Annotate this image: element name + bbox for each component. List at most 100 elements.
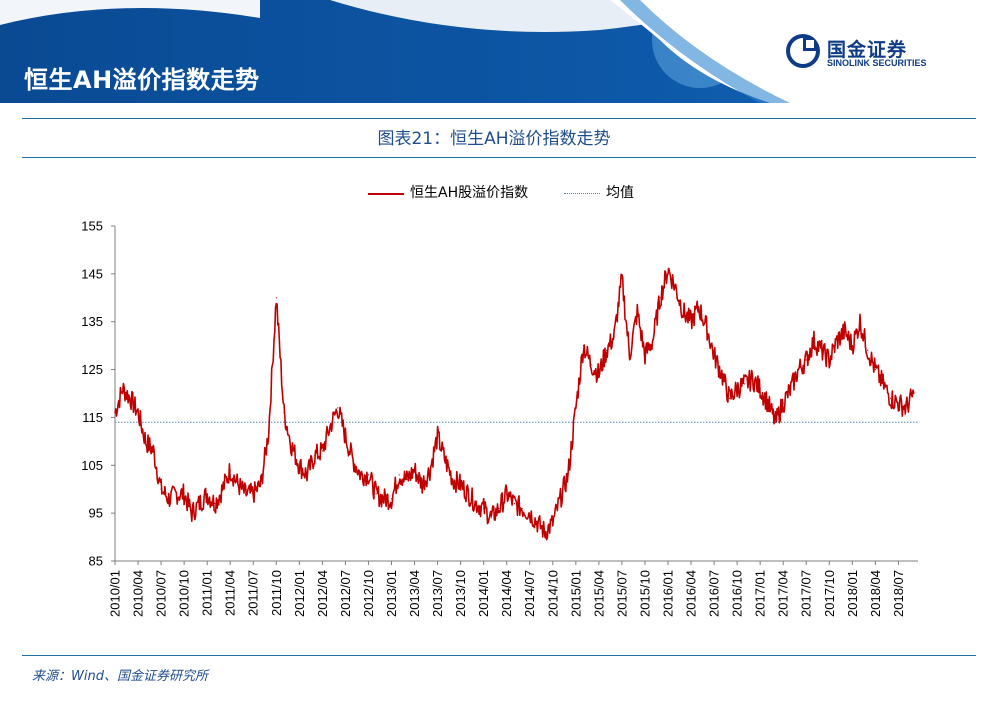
y-tick-label: 145 bbox=[81, 266, 103, 281]
data-point bbox=[467, 493, 469, 495]
data-point bbox=[160, 488, 162, 490]
data-point bbox=[252, 493, 254, 495]
data-point bbox=[513, 503, 516, 505]
data-point bbox=[483, 507, 485, 509]
data-point bbox=[813, 340, 815, 342]
data-point bbox=[375, 493, 377, 495]
x-tick-label: 2014/07 bbox=[522, 570, 537, 617]
data-point bbox=[475, 503, 477, 505]
data-point bbox=[390, 498, 393, 500]
y-tick-label: 135 bbox=[81, 314, 103, 329]
legend-mean-swatch bbox=[564, 193, 600, 194]
data-point bbox=[582, 345, 585, 347]
data-point bbox=[460, 483, 462, 485]
data-point bbox=[506, 493, 508, 495]
x-tick-label: 2017/04 bbox=[776, 570, 791, 617]
data-point bbox=[805, 359, 807, 361]
x-tick-label: 2010/10 bbox=[177, 570, 192, 617]
x-tick-label: 2015/07 bbox=[614, 570, 629, 617]
x-tick-label: 2018/01 bbox=[845, 570, 860, 617]
data-point bbox=[897, 402, 900, 404]
x-tick-label: 2010/01 bbox=[108, 570, 123, 617]
x-tick-label: 2017/07 bbox=[799, 570, 814, 617]
data-point bbox=[859, 321, 861, 323]
data-point bbox=[298, 464, 300, 466]
data-point bbox=[844, 330, 846, 332]
data-point bbox=[682, 311, 685, 313]
data-point bbox=[221, 488, 224, 490]
x-tick-label: 2011/01 bbox=[200, 570, 215, 616]
data-point bbox=[559, 498, 562, 500]
y-tick-label: 95 bbox=[89, 506, 103, 521]
data-point bbox=[851, 345, 853, 347]
logo-mark-icon bbox=[786, 34, 820, 68]
data-point bbox=[575, 407, 577, 409]
data-point bbox=[114, 412, 116, 414]
footer-rule bbox=[22, 655, 976, 656]
data-point bbox=[129, 397, 131, 399]
data-point bbox=[567, 474, 569, 476]
x-tick-label: 2012/01 bbox=[292, 570, 307, 617]
data-point bbox=[183, 493, 185, 495]
data-point bbox=[352, 459, 354, 462]
caption-top-rule bbox=[22, 118, 976, 119]
data-point bbox=[214, 503, 216, 505]
x-tick-label: 2013/07 bbox=[430, 570, 445, 617]
y-tick-label: 115 bbox=[82, 410, 103, 425]
page-title: 恒生AH溢价指数走势 bbox=[24, 66, 260, 94]
data-point bbox=[913, 392, 915, 395]
data-point bbox=[905, 407, 907, 409]
data-point bbox=[606, 349, 608, 351]
data-point bbox=[675, 287, 677, 289]
data-point bbox=[344, 436, 346, 438]
data-point bbox=[713, 354, 715, 356]
data-point bbox=[613, 335, 615, 337]
data-point bbox=[621, 278, 623, 280]
y-tick-label: 105 bbox=[81, 458, 103, 473]
x-tick-label: 2011/07 bbox=[246, 570, 261, 616]
y-tick-label: 155 bbox=[81, 219, 103, 234]
data-point bbox=[321, 450, 323, 452]
data-point bbox=[705, 325, 708, 328]
x-tick-label: 2017/01 bbox=[753, 570, 768, 617]
x-tick-label: 2016/01 bbox=[660, 570, 675, 617]
x-tick-label: 2010/04 bbox=[131, 570, 146, 617]
logo-english-name: SINOLINK SECURITIES bbox=[827, 58, 927, 68]
data-point bbox=[498, 507, 500, 509]
data-point bbox=[237, 483, 239, 485]
x-tick-label: 2018/07 bbox=[891, 570, 906, 617]
x-tick-label: 2012/10 bbox=[361, 570, 376, 617]
data-point bbox=[782, 402, 784, 404]
data-point bbox=[337, 407, 339, 409]
x-tick-label: 2013/04 bbox=[407, 570, 422, 617]
data-point bbox=[229, 469, 231, 471]
data-point bbox=[437, 436, 439, 438]
data-point bbox=[122, 388, 124, 390]
data-point bbox=[152, 450, 154, 452]
data-point bbox=[490, 517, 492, 519]
logo-chinese-name: 国金证券 bbox=[827, 39, 908, 61]
x-tick-label: 2018/04 bbox=[868, 570, 883, 617]
data-point bbox=[728, 397, 731, 399]
data-point bbox=[751, 378, 754, 380]
data-point bbox=[406, 479, 408, 481]
data-point bbox=[367, 474, 370, 476]
data-point bbox=[667, 268, 669, 270]
x-tick-label: 2011/04 bbox=[223, 570, 238, 616]
data-point bbox=[836, 340, 838, 342]
banner-background bbox=[0, 0, 988, 103]
data-point bbox=[590, 364, 592, 366]
data-point bbox=[790, 388, 792, 390]
data-point bbox=[283, 412, 285, 414]
data-point bbox=[544, 531, 546, 533]
data-point bbox=[721, 373, 723, 375]
data-point bbox=[383, 498, 385, 500]
data-point bbox=[736, 388, 738, 390]
data-point bbox=[636, 311, 638, 313]
data-point bbox=[413, 469, 416, 471]
data-point bbox=[421, 483, 423, 485]
data-point bbox=[652, 340, 654, 342]
data-point bbox=[529, 512, 531, 514]
x-tick-label: 2011/10 bbox=[269, 570, 284, 616]
